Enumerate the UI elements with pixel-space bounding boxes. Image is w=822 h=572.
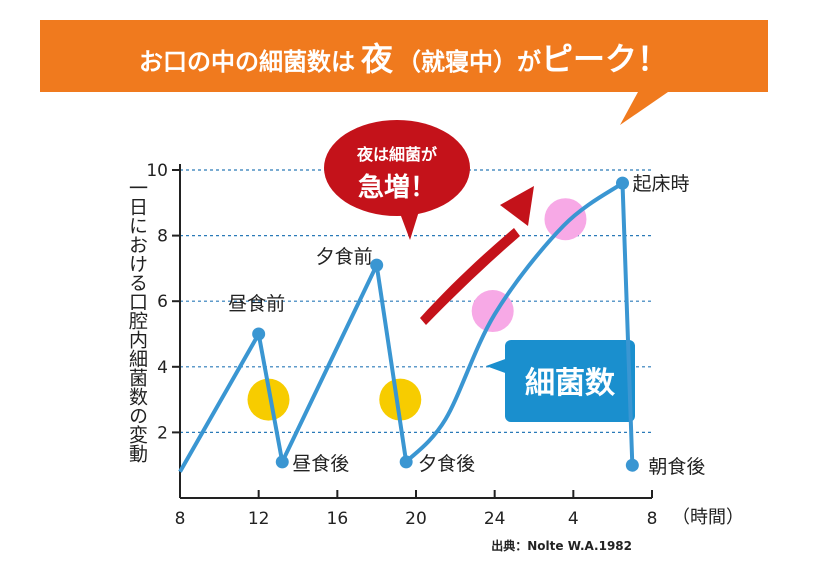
banner-title: お口の中の細菌数は夜（就寝中）がピーク！ <box>139 40 669 78</box>
annotation-label-5: 朝食後 <box>648 456 705 478</box>
y-tick-label-3: 8 <box>157 227 168 247</box>
series-line-bacteria <box>178 181 635 473</box>
x-tick-labels: 8 12 16 20 24 4 8 <box>175 490 658 529</box>
badge-box <box>505 340 635 422</box>
pink-marker-1 <box>544 198 587 241</box>
data-point-3 <box>370 258 384 272</box>
y-tick-label-2: 6 <box>157 292 168 312</box>
callout-line1: 夜は細菌が <box>356 145 437 164</box>
annotation-label-2: 夕食前 <box>316 246 373 268</box>
x-tick-label-5: 4 <box>568 509 579 529</box>
annotation-label-3: 夕食後 <box>418 453 475 475</box>
x-tick-label-0: 8 <box>175 509 186 529</box>
banner-text-after: （就寝中）が <box>397 48 541 76</box>
callout-line2: 急増！ <box>358 173 436 203</box>
night-callout: 夜は細菌が 急増！ <box>324 120 470 240</box>
y-tick-labels: 2 4 6 8 10 <box>146 161 180 443</box>
x-tick-label-1: 12 <box>248 509 270 529</box>
callout-tail <box>398 208 420 240</box>
arrow-shaft <box>420 228 520 325</box>
data-point-9 <box>625 458 639 472</box>
annotation-label-0: 昼食前 <box>228 293 285 315</box>
source-note: 出典：Nolte W.A.1982 <box>491 538 632 553</box>
callout-bubble <box>324 120 470 216</box>
x-tick-label-6: 8 <box>647 509 658 529</box>
x-tick-label-2: 16 <box>327 509 349 529</box>
series-label-badge: 細菌数 <box>486 340 635 422</box>
banner-text-before: お口の中の細菌数は <box>139 48 355 76</box>
y-tick-label-1: 4 <box>157 358 168 378</box>
yellow-marker-0 <box>247 378 290 421</box>
annotation-label-4: 起床時 <box>633 173 690 195</box>
yellow-marker-1 <box>379 378 422 421</box>
badge-text: 細菌数 <box>525 366 616 401</box>
x-axis-label: （時間） <box>672 507 744 528</box>
banner-background <box>40 20 768 125</box>
increase-arrow <box>420 186 534 325</box>
data-point-8 <box>616 176 629 190</box>
x-tick-label-3: 20 <box>405 509 427 529</box>
x-tick-label-4: 24 <box>484 509 506 529</box>
arrow-head <box>500 186 534 226</box>
series-lines <box>178 176 639 473</box>
annotation-label-1: 昼食後 <box>292 453 349 475</box>
y-tick-label-0: 2 <box>157 423 168 443</box>
y-tick-label-4: 10 <box>146 161 168 181</box>
data-point-1 <box>252 327 266 341</box>
badge-pointer <box>486 358 508 374</box>
title-banner: お口の中の細菌数は夜（就寝中）がピーク！ <box>40 20 768 125</box>
data-point-2 <box>275 455 289 469</box>
y-axis-label: 一日における口腔内細菌数の変動 <box>126 178 148 463</box>
banner-peak: ピーク！ <box>541 40 669 78</box>
data-point-4 <box>399 455 413 469</box>
banner-emphasis: 夜 <box>360 40 394 78</box>
